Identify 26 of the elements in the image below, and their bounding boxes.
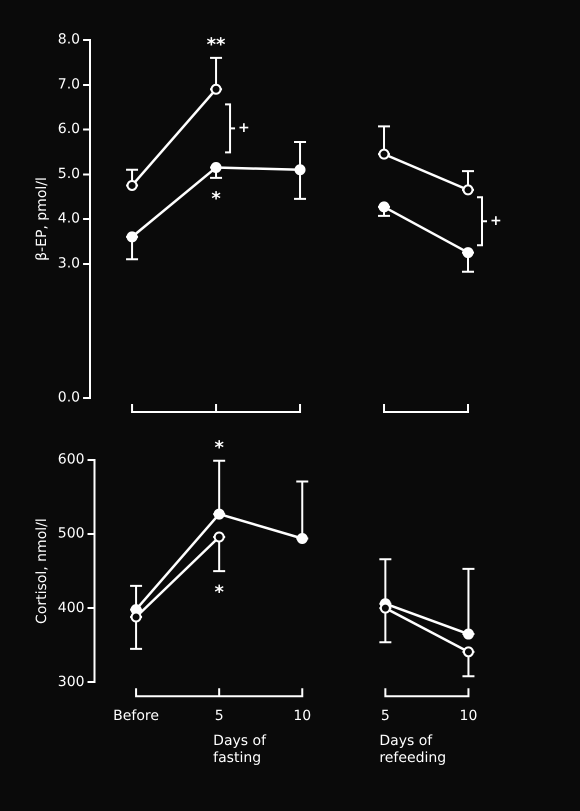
annotation: ** bbox=[206, 34, 226, 56]
y-tick-label: 400 bbox=[58, 600, 85, 616]
y-tick-label: 7.0 bbox=[58, 76, 80, 92]
y-tick-label: 6.0 bbox=[58, 121, 80, 138]
y-axis-title: Cortisol, nmol/l bbox=[34, 518, 50, 624]
text: * bbox=[214, 437, 224, 458]
x-tick-label: 10 bbox=[460, 708, 478, 724]
y-tick-label: 8.0 bbox=[58, 32, 80, 48]
x-tick-label: 5 bbox=[380, 708, 390, 724]
y-tick-label: 500 bbox=[58, 526, 85, 542]
y-tick-label: 3.0 bbox=[58, 255, 80, 272]
y-tick-label: 4.0 bbox=[58, 210, 80, 227]
y-axis-title: β-EP, pmol/l bbox=[34, 177, 50, 261]
y-tick-label: 600 bbox=[58, 452, 85, 468]
x-tick-label: 10 bbox=[293, 708, 312, 724]
annotation: * bbox=[214, 582, 224, 603]
annotation: * bbox=[211, 188, 222, 210]
x-tick-label: Before bbox=[113, 708, 159, 724]
y-tick-label: 300 bbox=[58, 674, 85, 690]
y-tick-label: 5.0 bbox=[58, 166, 80, 182]
text: Days of fasting bbox=[213, 732, 268, 766]
annotation: + bbox=[490, 212, 502, 229]
x-tick-label: 5 bbox=[214, 708, 224, 724]
annotation: + bbox=[238, 120, 250, 136]
y-tick-label: 0.0 bbox=[58, 390, 80, 406]
text: Days of refeeding bbox=[379, 732, 446, 766]
